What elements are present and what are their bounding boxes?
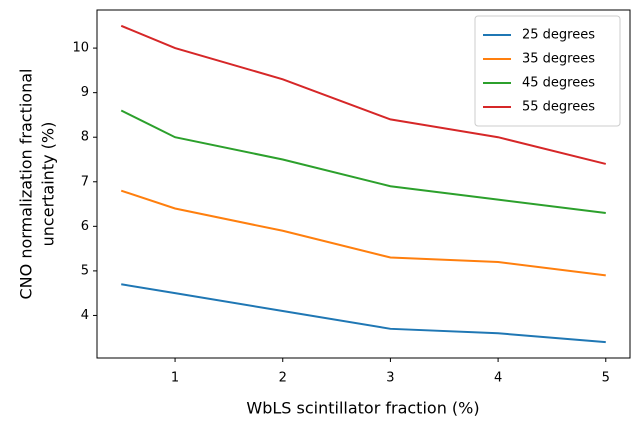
x-axis-label: WbLS scintillator fraction (%) xyxy=(246,399,479,418)
series-line xyxy=(120,109,606,214)
y-tick-label: 10 xyxy=(72,41,89,56)
legend-label: 25 degrees xyxy=(522,28,595,43)
x-tick-label: 3 xyxy=(386,371,394,386)
legend-label: 45 degrees xyxy=(522,76,595,91)
y-tick-label: 9 xyxy=(81,85,89,100)
x-tick-label: 1 xyxy=(171,371,179,386)
y-tick-label: 7 xyxy=(81,174,89,189)
legend-label: 55 degrees xyxy=(522,100,595,115)
y-axis-label: CNO normalization fractional xyxy=(17,69,36,300)
legend-label: 35 degrees xyxy=(522,52,595,67)
y-axis-label: uncertainty (%) xyxy=(39,122,58,247)
legend-box xyxy=(474,15,621,127)
series-line xyxy=(120,24,607,165)
x-tick-label: 5 xyxy=(602,371,610,386)
plot-frame xyxy=(96,9,631,359)
y-tick-label: 5 xyxy=(81,263,89,278)
series-line xyxy=(120,189,606,277)
x-tick-label: 4 xyxy=(494,371,502,386)
y-tick-label: 6 xyxy=(81,219,89,234)
y-tick-label: 4 xyxy=(81,308,89,323)
y-tick-label: 8 xyxy=(81,130,89,145)
x-tick-label: 2 xyxy=(279,371,287,386)
series-line xyxy=(121,283,606,344)
